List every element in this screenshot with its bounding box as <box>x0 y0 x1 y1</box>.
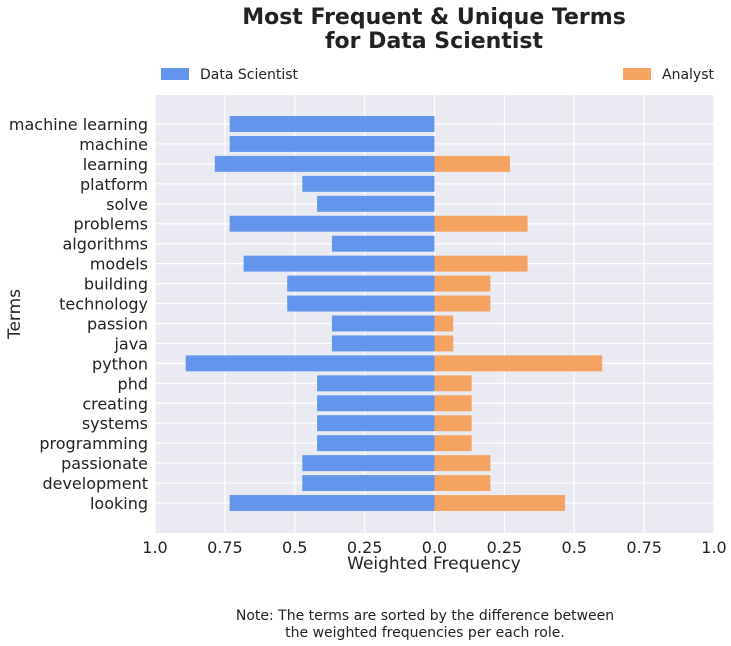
bar-data-scientist-platform <box>302 175 435 192</box>
bar-data-scientist-machine-learning <box>229 116 435 132</box>
bar-analyst-phd <box>434 375 472 392</box>
x-tick-label: 0.25 <box>487 538 523 557</box>
y-tick-label: algorithms <box>62 235 148 254</box>
bar-analyst-passion <box>434 315 454 332</box>
bar-analyst-technology <box>434 295 491 312</box>
bar-analyst-learning <box>434 155 510 172</box>
bar-data-scientist-technology <box>287 295 435 312</box>
y-tick-label: problems <box>73 215 148 234</box>
bar-data-scientist-problems <box>229 215 435 232</box>
bar-analyst-problems <box>434 215 528 232</box>
x-tick-label: 0.5 <box>282 538 307 557</box>
y-tick-label: python <box>92 354 148 373</box>
legend: Data Scientist Analyst <box>161 67 714 83</box>
bar-data-scientist-models <box>243 255 435 272</box>
y-tick-label: models <box>90 255 148 274</box>
y-tick-label: learning <box>83 155 148 174</box>
y-tick-label: looking <box>90 494 148 513</box>
y-tick-label: java <box>113 334 148 353</box>
bar-data-scientist-creating <box>317 395 435 412</box>
legend-swatch-analyst <box>623 68 651 80</box>
y-tick-label: machine <box>79 135 148 154</box>
bar-data-scientist-algorithms <box>331 235 435 252</box>
x-tick-labels: 1.0 0.75 0.5 0.25 0.0 0.25 0.5 0.75 1.0 <box>142 538 726 557</box>
bar-data-scientist-systems <box>317 415 435 432</box>
y-tick-label: phd <box>118 374 148 393</box>
y-tick-label: technology <box>59 295 148 314</box>
chart-title-line-1: Most Frequent & Unique Terms <box>242 5 626 30</box>
legend-label-data-scientist: Data Scientist <box>200 67 299 83</box>
bars <box>185 116 603 511</box>
y-tick-label: systems <box>82 414 148 433</box>
legend-swatch-data-scientist <box>161 68 189 80</box>
footnote-line-2: the weighted frequencies per each role. <box>285 625 565 641</box>
bar-data-scientist-solve <box>317 195 435 212</box>
y-axis-label: Terms <box>5 289 25 340</box>
y-tick-label: building <box>84 275 148 294</box>
y-tick-labels: machine learningmachinelearningplatforms… <box>9 115 148 513</box>
bar-data-scientist-phd <box>317 375 435 392</box>
y-tick-label: passionate <box>61 454 148 473</box>
y-tick-label: machine learning <box>9 115 148 134</box>
legend-label-analyst: Analyst <box>662 67 714 83</box>
x-tick-label: 0.25 <box>347 538 383 557</box>
y-tick-label: passion <box>87 314 148 333</box>
bar-data-scientist-machine <box>229 135 435 152</box>
bar-analyst-python <box>434 355 603 372</box>
x-axis-label: Weighted Frequency <box>347 554 521 574</box>
bar-data-scientist-programming <box>317 435 435 452</box>
bar-data-scientist-python <box>185 355 435 372</box>
bar-analyst-development <box>434 475 491 492</box>
y-tick-label: platform <box>80 175 148 194</box>
x-tick-label: 0.75 <box>626 538 662 557</box>
bar-data-scientist-development <box>302 475 435 492</box>
footnote-line-1: Note: The terms are sorted by the differ… <box>236 608 614 624</box>
bar-data-scientist-looking <box>229 495 435 511</box>
y-tick-label: creating <box>82 394 148 413</box>
x-tick-label: 1.0 <box>142 538 167 557</box>
bar-data-scientist-passion <box>331 315 435 332</box>
chart-title-line-2: for Data Scientist <box>325 29 543 54</box>
bar-data-scientist-java <box>331 335 435 352</box>
y-tick-label: development <box>42 474 148 493</box>
x-tick-label: 0.75 <box>207 538 243 557</box>
bar-analyst-java <box>434 335 454 352</box>
bar-analyst-systems <box>434 415 472 432</box>
bar-analyst-programming <box>434 435 472 452</box>
bar-data-scientist-learning <box>214 155 435 172</box>
y-tick-label: solve <box>106 195 148 214</box>
x-tick-label: 1.0 <box>701 538 726 557</box>
x-tick-label: 0.5 <box>562 538 587 557</box>
bar-analyst-looking <box>434 495 566 511</box>
bar-analyst-passionate <box>434 455 491 472</box>
y-tick-label: programming <box>39 434 148 453</box>
bar-analyst-building <box>434 275 491 292</box>
bar-data-scientist-building <box>287 275 435 292</box>
bar-data-scientist-passionate <box>302 455 435 472</box>
bar-analyst-creating <box>434 395 472 412</box>
bar-analyst-models <box>434 255 528 272</box>
x-tick-label: 0.0 <box>422 538 447 557</box>
